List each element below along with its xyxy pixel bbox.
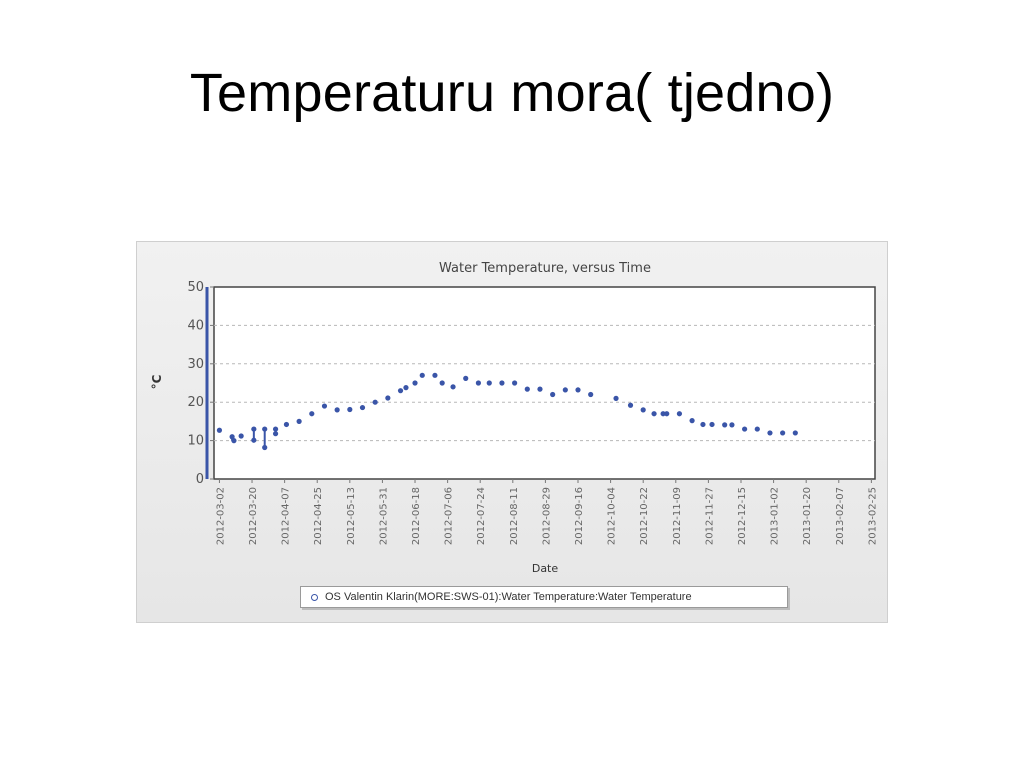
data-point: [397, 388, 404, 394]
data-point: [792, 430, 798, 436]
x-tick-label: 2012-04-25: [313, 487, 324, 545]
x-tick-label: 2012-12-15: [737, 487, 748, 545]
data-point: [700, 421, 706, 428]
data-point: [412, 380, 418, 386]
y-tick-label: 50: [187, 280, 204, 295]
data-point: [524, 386, 530, 392]
data-point: [512, 380, 518, 386]
data-point: [251, 426, 257, 432]
data-point: [767, 430, 773, 436]
data-point: [640, 407, 646, 413]
data-point: [262, 444, 268, 451]
legend-label: OS Valentin Klarin(MORE:SWS-01):Water Te…: [325, 591, 692, 603]
data-point: [499, 380, 505, 386]
chart-title: Water Temperature, versus Time: [439, 261, 651, 276]
data-point: [550, 391, 556, 398]
data-point: [359, 404, 366, 411]
x-tick-label: 2013-02-07: [835, 487, 846, 545]
data-point: [238, 433, 244, 439]
data-point: [385, 395, 391, 401]
x-tick-label: 2012-10-04: [607, 487, 618, 545]
data-point: [309, 411, 315, 417]
data-point: [689, 418, 695, 424]
x-tick-label: 2012-04-07: [281, 487, 292, 545]
x-tick-label: 2012-08-11: [509, 487, 520, 545]
data-point: [613, 395, 619, 401]
x-tick-label: 2012-05-13: [346, 487, 357, 545]
data-point: [742, 426, 748, 432]
data-point: [709, 421, 715, 428]
data-point: [463, 375, 469, 381]
data-point: [296, 418, 302, 424]
y-tick-label: 20: [187, 395, 204, 410]
x-tick-label: 2012-07-24: [476, 487, 487, 545]
legend-marker-icon: [311, 593, 318, 601]
x-axis-label: Date: [532, 562, 559, 575]
x-tick-label: 2012-11-09: [672, 487, 683, 545]
data-point: [562, 387, 568, 393]
data-point: [660, 411, 666, 417]
data-point: [627, 402, 634, 408]
x-tick-label: 2012-03-02: [215, 487, 226, 545]
data-point: [486, 380, 492, 386]
data-point: [676, 411, 683, 417]
data-point: [283, 421, 290, 428]
x-tick-label: 2012-08-29: [541, 487, 552, 545]
chart-panel: Water Temperature, versus Time 0 10 20 30 40…: [136, 241, 888, 623]
data-point: [372, 399, 378, 405]
x-tick-label: 2012-10-22: [639, 487, 650, 545]
x-tick-label: 2013-01-20: [802, 487, 813, 545]
data-point: [651, 411, 657, 417]
y-tick-label: 40: [187, 318, 204, 333]
data-point: [347, 406, 353, 413]
x-tick-label: 2013-01-02: [770, 487, 781, 545]
x-tick-label: 2012-05-31: [378, 487, 389, 545]
y-tick-label: 0: [196, 472, 204, 487]
y-axis: 0 10 20 30 40 50: [187, 280, 214, 487]
data-point: [537, 386, 543, 392]
data-point: [439, 380, 445, 386]
data-point: [231, 438, 237, 444]
data-point: [403, 385, 409, 391]
data-point: [272, 431, 279, 437]
data-point: [251, 437, 257, 443]
x-axis: 2012-03-02 2012-03-20 2012-04-07 2012-04-25…: [215, 479, 878, 545]
gridlines: [214, 324, 875, 442]
data-point: [272, 426, 279, 432]
plot-area: [213, 286, 876, 480]
data-point: [780, 430, 786, 436]
x-tick-label: 2012-03-20: [248, 487, 259, 545]
x-tick-label: 2013-02-25: [867, 487, 878, 545]
legend: OS Valentin Klarin(MORE:SWS-01):Water Te…: [300, 586, 788, 608]
data-point: [216, 427, 223, 433]
data-point: [722, 422, 728, 428]
x-tick-label: 2012-11-27: [704, 487, 715, 545]
data-point: [334, 407, 340, 413]
x-tick-label: 2012-09-16: [574, 487, 585, 545]
y-axis-label: °C: [150, 374, 164, 389]
data-point: [475, 380, 481, 386]
series-water-temperature: [216, 372, 798, 451]
data-point: [588, 391, 594, 398]
slide-title: Temperaturu mora( tjedno): [189, 63, 835, 123]
data-point: [729, 422, 735, 428]
data-point: [754, 426, 760, 432]
y-tick-label: 10: [187, 434, 204, 449]
data-point: [432, 372, 438, 378]
data-point: [664, 411, 670, 417]
data-point: [575, 387, 581, 393]
data-point: [321, 403, 328, 409]
x-tick-label: 2012-07-06: [444, 487, 455, 545]
x-tick-label: 2012-06-18: [411, 487, 422, 545]
data-point: [450, 384, 456, 390]
data-point: [419, 372, 425, 378]
chart-svg: Water Temperature, versus Time 0 10 20 30 40…: [150, 261, 878, 575]
y-tick-label: 30: [187, 357, 204, 372]
data-point: [262, 426, 268, 432]
